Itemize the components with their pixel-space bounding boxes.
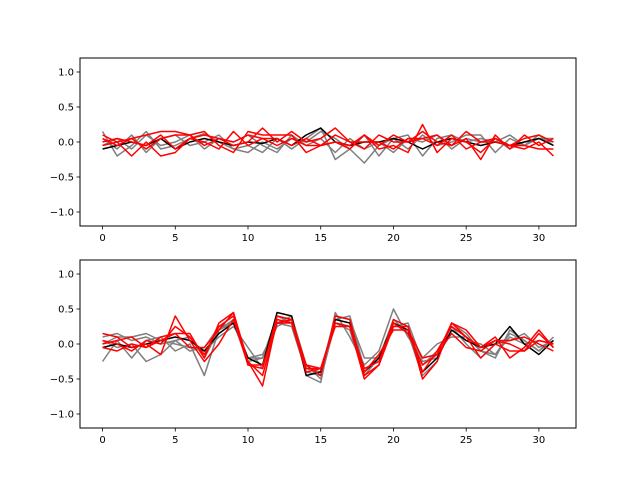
- x-tick-label: 10: [242, 233, 255, 244]
- y-tick-label: 0.0: [58, 340, 74, 351]
- series-line-0-2: [102, 134, 554, 154]
- series-line-0-5: [102, 127, 554, 161]
- series-line-1-3: [102, 315, 554, 380]
- x-tick-label: 5: [172, 233, 178, 244]
- y-tick-label: 0.0: [58, 138, 74, 149]
- y-tick-label: 0.5: [58, 103, 74, 114]
- x-tick-label: 30: [533, 233, 546, 244]
- x-tick-label: 15: [314, 435, 327, 446]
- y-tick-label: −0.5: [50, 173, 74, 184]
- series-line-1-8: [102, 311, 554, 373]
- y-tick-label: −0.5: [50, 375, 74, 386]
- y-tick-label: 0.5: [58, 305, 74, 316]
- x-tick-label: 30: [533, 435, 546, 446]
- bottom-subplot: 0 5 10 15 20 25 30 1.0 0.5 0.0 −0.5 −1.0: [50, 259, 577, 446]
- y-tick-label: −1.0: [50, 410, 74, 421]
- x-tick-label: 0: [99, 435, 105, 446]
- x-tick-label: 20: [387, 233, 400, 244]
- y-tick-label: 1.0: [58, 270, 74, 281]
- x-tick-label: 5: [172, 435, 178, 446]
- x-tick-label: 25: [460, 233, 473, 244]
- x-tick-label: 15: [314, 233, 327, 244]
- x-tick-label: 0: [99, 233, 105, 244]
- series-line-0-6: [102, 130, 554, 157]
- series-line-0-7: [102, 134, 554, 150]
- x-tick-label: 10: [242, 435, 255, 446]
- x-tick-label: 20: [387, 435, 400, 446]
- y-tick-label: −1.0: [50, 208, 74, 219]
- y-tick-label: 1.0: [58, 68, 74, 79]
- top-subplot: 0 5 10 15 20 25 30 1.0 0.5 0.0 −0.5 −1.0: [50, 57, 577, 244]
- x-tick-label: 25: [460, 435, 473, 446]
